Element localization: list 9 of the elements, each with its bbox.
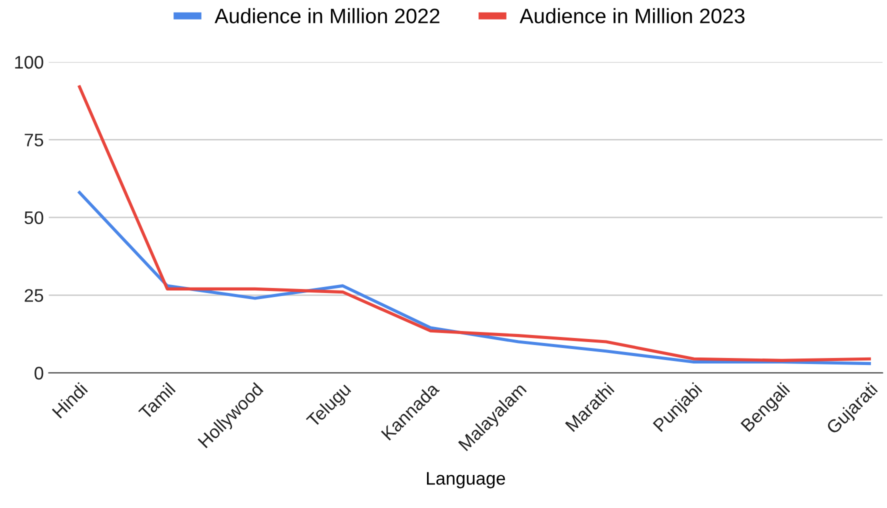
x-axis-title: Language: [426, 472, 506, 488]
line-series: [78, 85, 871, 362]
y-tick-label: 0: [34, 366, 44, 380]
y-tick-label: 50: [24, 211, 44, 224]
legend-label: Audience in Million 2023: [520, 8, 744, 24]
y-tick-label: 25: [24, 289, 44, 302]
legend-label: Audience in Million 2022: [214, 8, 440, 24]
y-tick-label: 75: [24, 134, 44, 146]
y-tick-label: 100: [15, 56, 44, 69]
